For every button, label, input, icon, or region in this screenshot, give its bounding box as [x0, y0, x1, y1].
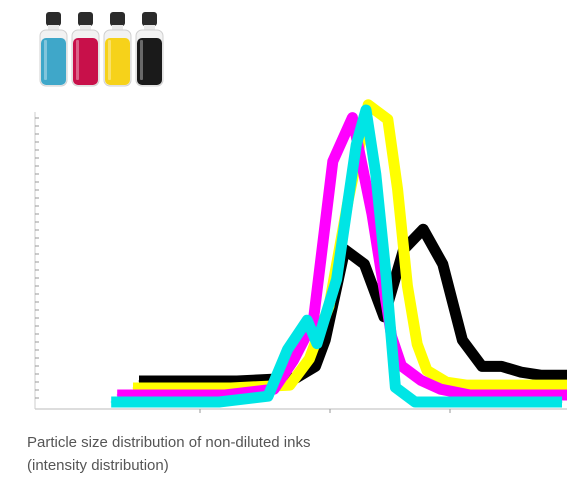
bottle-highlight [108, 40, 111, 80]
caption-line-2: (intensity distribution) [27, 457, 169, 474]
data-point [293, 359, 295, 361]
x-axis-ticks [199, 409, 451, 413]
data-point [426, 370, 428, 371]
ink-bottles-photo [39, 12, 164, 87]
data-point [520, 371, 522, 373]
data-point [394, 386, 396, 388]
data-point [355, 144, 357, 146]
data-point [397, 188, 399, 190]
data-point [561, 401, 563, 403]
data-point [332, 160, 334, 162]
data-point [230, 387, 232, 389]
cyan-ink-bottle [39, 12, 68, 87]
data-point [463, 401, 465, 403]
data-point [518, 394, 520, 396]
y-axis-ticks [35, 117, 39, 399]
data-point [218, 401, 220, 403]
data-point [314, 365, 316, 367]
bottle-neck [48, 25, 59, 31]
data-point [400, 365, 402, 367]
data-point [442, 263, 444, 265]
bottle-cap [78, 12, 93, 26]
data-point [363, 263, 365, 265]
data-point [406, 285, 408, 287]
data-point [324, 339, 326, 341]
data-point [416, 343, 418, 345]
data-point [387, 118, 389, 120]
bottle-cap [46, 12, 61, 26]
series-line-0 [139, 223, 567, 387]
data-point [540, 374, 542, 376]
data-point [308, 358, 310, 360]
data-point [351, 117, 353, 119]
data-point [469, 394, 471, 396]
data-point [495, 384, 497, 386]
data-point [336, 278, 338, 280]
data-point [132, 387, 134, 389]
bottle-neck [80, 25, 91, 31]
yellow-ink-bottle [103, 12, 132, 87]
bottle-ink [137, 38, 162, 85]
data-point [559, 374, 561, 376]
bottle-cap [110, 12, 125, 26]
data-point [524, 384, 526, 386]
bottle-ink [73, 38, 98, 85]
data-point [365, 109, 367, 111]
data-point [289, 384, 291, 386]
series-line-1 [133, 99, 567, 394]
data-point [422, 228, 424, 230]
caption-line-1: Particle size distribution of non-dilute… [27, 434, 311, 451]
data-point [306, 319, 308, 321]
particle-size-chart [34, 99, 567, 413]
data-point [385, 270, 387, 272]
bottle-highlight [44, 40, 47, 80]
bottle-ink [105, 38, 130, 85]
data-point [414, 401, 416, 403]
data-point [138, 380, 140, 382]
bottle-highlight [140, 40, 143, 80]
data-point [371, 213, 373, 215]
figure-caption: Particle size distribution of non-dilute… [27, 431, 547, 477]
data-point [446, 381, 448, 383]
data-point [461, 339, 463, 341]
data-point [465, 384, 467, 386]
bottle-highlight [76, 40, 79, 80]
series-line-3 [111, 104, 562, 408]
data-point [481, 365, 483, 367]
data-point [267, 395, 269, 397]
series-layer [110, 99, 567, 408]
data-point [440, 388, 442, 390]
data-point [110, 401, 112, 403]
data-point [501, 365, 503, 367]
bottle-cap [142, 12, 157, 26]
black-ink-bottle [135, 12, 164, 87]
data-point [316, 343, 318, 345]
magenta-ink-bottle [71, 12, 100, 87]
bottle-neck [112, 25, 123, 31]
bottle-ink [41, 38, 66, 85]
data-point [375, 173, 377, 175]
data-point [236, 380, 238, 382]
bottle-neck [144, 25, 155, 31]
data-point [224, 394, 226, 396]
data-point [512, 401, 514, 403]
data-point [116, 394, 118, 396]
data-point [287, 348, 289, 350]
data-point [420, 379, 422, 381]
